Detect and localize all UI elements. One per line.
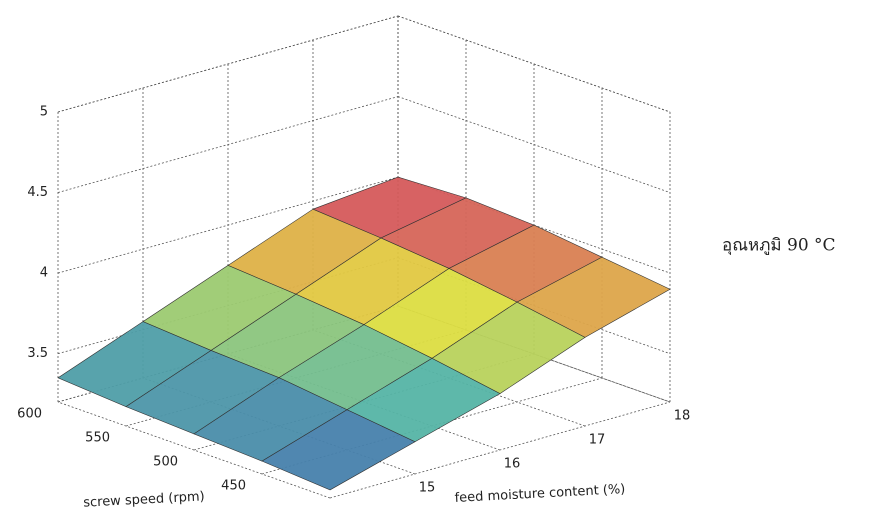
z-tick-label: 3.5 — [27, 346, 48, 361]
x-tick-label: 15 — [419, 481, 436, 496]
z-tick-label: 5 — [40, 105, 48, 120]
z-tick-label: 4.5 — [27, 185, 48, 200]
y-axis-label: screw speed (rpm) — [83, 489, 205, 508]
y-tick-label: 600 — [17, 407, 42, 422]
y-tick-label: 500 — [153, 455, 178, 470]
y-tick-label: 450 — [221, 479, 246, 494]
annotation: อุณหภูมิ 90 °C — [722, 236, 836, 256]
y-tick-label: 550 — [85, 431, 110, 446]
surface-patch — [261, 409, 416, 491]
x-tick-label: 17 — [589, 433, 606, 448]
x-tick-label: 18 — [674, 409, 691, 424]
z-tick-label: 4 — [40, 266, 48, 281]
x-axis-label: feed moisture content (%) — [454, 482, 625, 506]
x-tick-label: 16 — [504, 457, 521, 472]
